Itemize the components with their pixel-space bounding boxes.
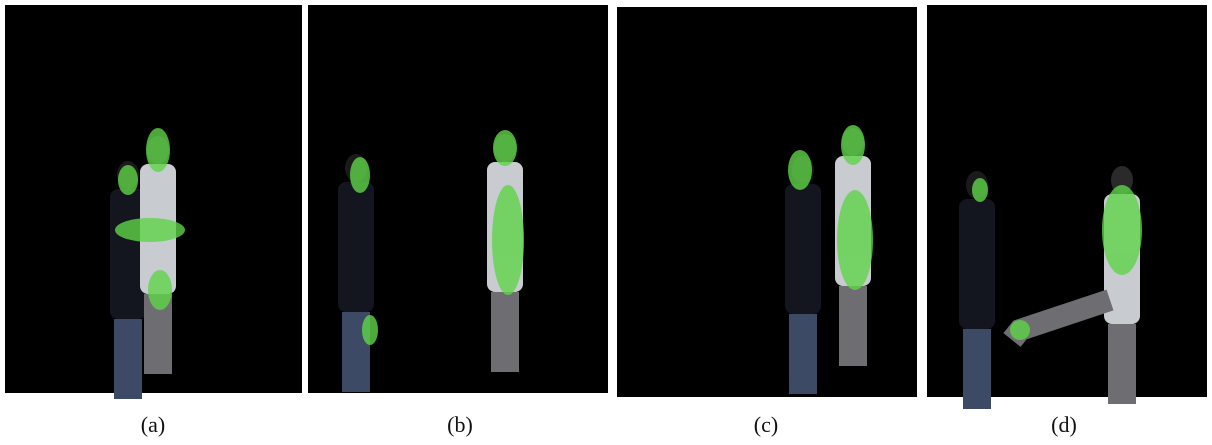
panel-d <box>927 5 1207 409</box>
caption: (d) <box>1051 412 1077 437</box>
caption: (a) <box>141 412 165 437</box>
panel-b <box>308 5 608 393</box>
figure: (a) (b) (c) (d) <box>0 0 1212 445</box>
caption: (b) <box>447 412 473 437</box>
panel-c <box>617 7 917 397</box>
caption: (c) <box>754 412 778 437</box>
panel-a <box>5 5 302 399</box>
